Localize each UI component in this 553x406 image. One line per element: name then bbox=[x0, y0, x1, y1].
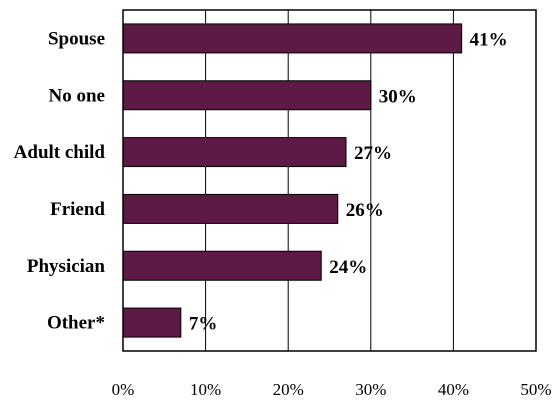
value-label: 26% bbox=[346, 200, 384, 221]
value-label: 41% bbox=[470, 29, 508, 50]
category-label: Physician bbox=[27, 256, 106, 277]
gridlines bbox=[205, 10, 454, 351]
bar bbox=[122, 250, 322, 281]
value-label: 30% bbox=[379, 86, 417, 107]
category-label: No one bbox=[49, 85, 105, 106]
category-label: Other* bbox=[47, 313, 105, 334]
category-label: Spouse bbox=[48, 28, 105, 49]
plot-frame bbox=[122, 9, 537, 352]
bars bbox=[122, 23, 463, 338]
value-label: 24% bbox=[329, 257, 367, 278]
bar bbox=[122, 23, 463, 54]
value-label: 7% bbox=[189, 314, 218, 335]
x-tick-label: 30% bbox=[355, 380, 386, 399]
labels: 0% 10% 20% 30% 40% 50% Spouse 41% No one 30% Adult… bbox=[14, 28, 552, 399]
x-tick-label: 0% bbox=[112, 380, 135, 399]
x-tick-label: 20% bbox=[273, 380, 304, 399]
value-label: 27% bbox=[354, 143, 392, 164]
category-label: Friend bbox=[50, 199, 105, 220]
x-tick-label: 50% bbox=[520, 380, 551, 399]
bar bbox=[122, 307, 182, 338]
category-label: Adult child bbox=[14, 142, 106, 163]
bar bbox=[122, 80, 372, 111]
x-tick-label: 10% bbox=[190, 380, 221, 399]
x-tick-label: 40% bbox=[438, 380, 469, 399]
bar bbox=[122, 193, 339, 224]
bar bbox=[122, 137, 347, 168]
